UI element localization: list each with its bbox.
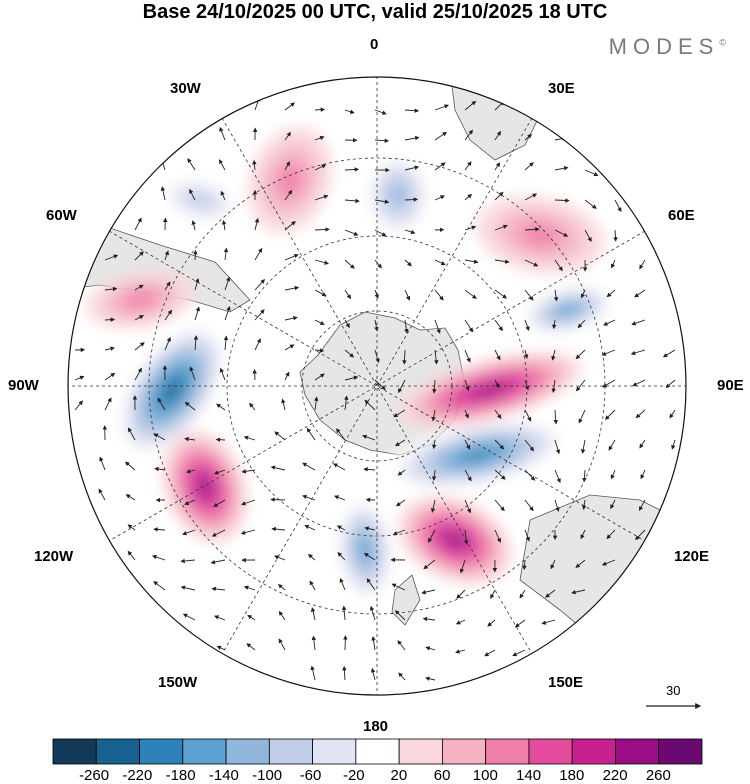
- wind-vector: [195, 251, 196, 260]
- colorbar-swatch: [356, 739, 399, 764]
- colorbar-tick-label: -20: [343, 767, 365, 784]
- label-60e: 60E: [668, 207, 695, 224]
- colorbar-swatch: [183, 739, 226, 764]
- colorbar-tick-label: -260: [79, 767, 109, 784]
- label-180: 180: [363, 718, 388, 735]
- label-90e: 90E: [717, 377, 744, 394]
- colorbar-tick-label: -140: [209, 767, 239, 784]
- label-120w: 120W: [34, 548, 73, 565]
- wind-vector: [315, 109, 324, 110]
- colorbar-swatch: [659, 739, 702, 764]
- colorbar-swatch: [140, 739, 183, 764]
- colorbar-swatch: [269, 739, 312, 764]
- colorbar-tick-label: 260: [646, 767, 671, 784]
- colorbar-swatch: [399, 739, 442, 764]
- wind-vector: [254, 370, 255, 380]
- colorbar-tick-label: 100: [473, 767, 498, 784]
- colorbar-tick-label: 60: [434, 767, 451, 784]
- wind-vector: [217, 439, 225, 440]
- colorbar-swatch: [442, 739, 485, 764]
- colorbar-tick-label: 20: [391, 767, 408, 784]
- label-150e: 150E: [548, 674, 583, 691]
- colorbar-swatch: [226, 739, 269, 764]
- label-120e: 120E: [674, 548, 709, 565]
- colorbar-tick-label: -60: [300, 767, 322, 784]
- map-disk: [60, 70, 700, 710]
- colorbar-swatch: [313, 739, 356, 764]
- colorbar-tick-label: -100: [252, 767, 282, 784]
- label-90w: 90W: [8, 377, 39, 394]
- colorbar-tick-label: 180: [559, 767, 584, 784]
- label-30w: 30W: [170, 80, 201, 97]
- colorbar-swatch: [529, 739, 572, 764]
- label-150w: 150W: [158, 674, 197, 691]
- wind-vector: [555, 200, 569, 201]
- reference-vector-label: 30: [666, 683, 680, 698]
- colorbar-swatch: [96, 739, 139, 764]
- anomaly-contour: [389, 184, 407, 207]
- label-30e: 30E: [548, 80, 575, 97]
- colorbar-tick-label: -180: [166, 767, 196, 784]
- label-60w: 60W: [46, 207, 77, 224]
- colorbar-swatch: [572, 739, 615, 764]
- colorbar-tick-label: 140: [516, 767, 541, 784]
- australia: [520, 495, 700, 680]
- colorbar: [53, 739, 702, 764]
- label-0: 0: [370, 36, 378, 53]
- wind-vector: [105, 319, 114, 320]
- colorbar-tick-label: 220: [603, 767, 628, 784]
- colorbar-tick-label: -220: [122, 767, 152, 784]
- colorbar-swatch: [486, 739, 529, 764]
- colorbar-swatch: [53, 739, 96, 764]
- colorbar-swatch: [615, 739, 658, 764]
